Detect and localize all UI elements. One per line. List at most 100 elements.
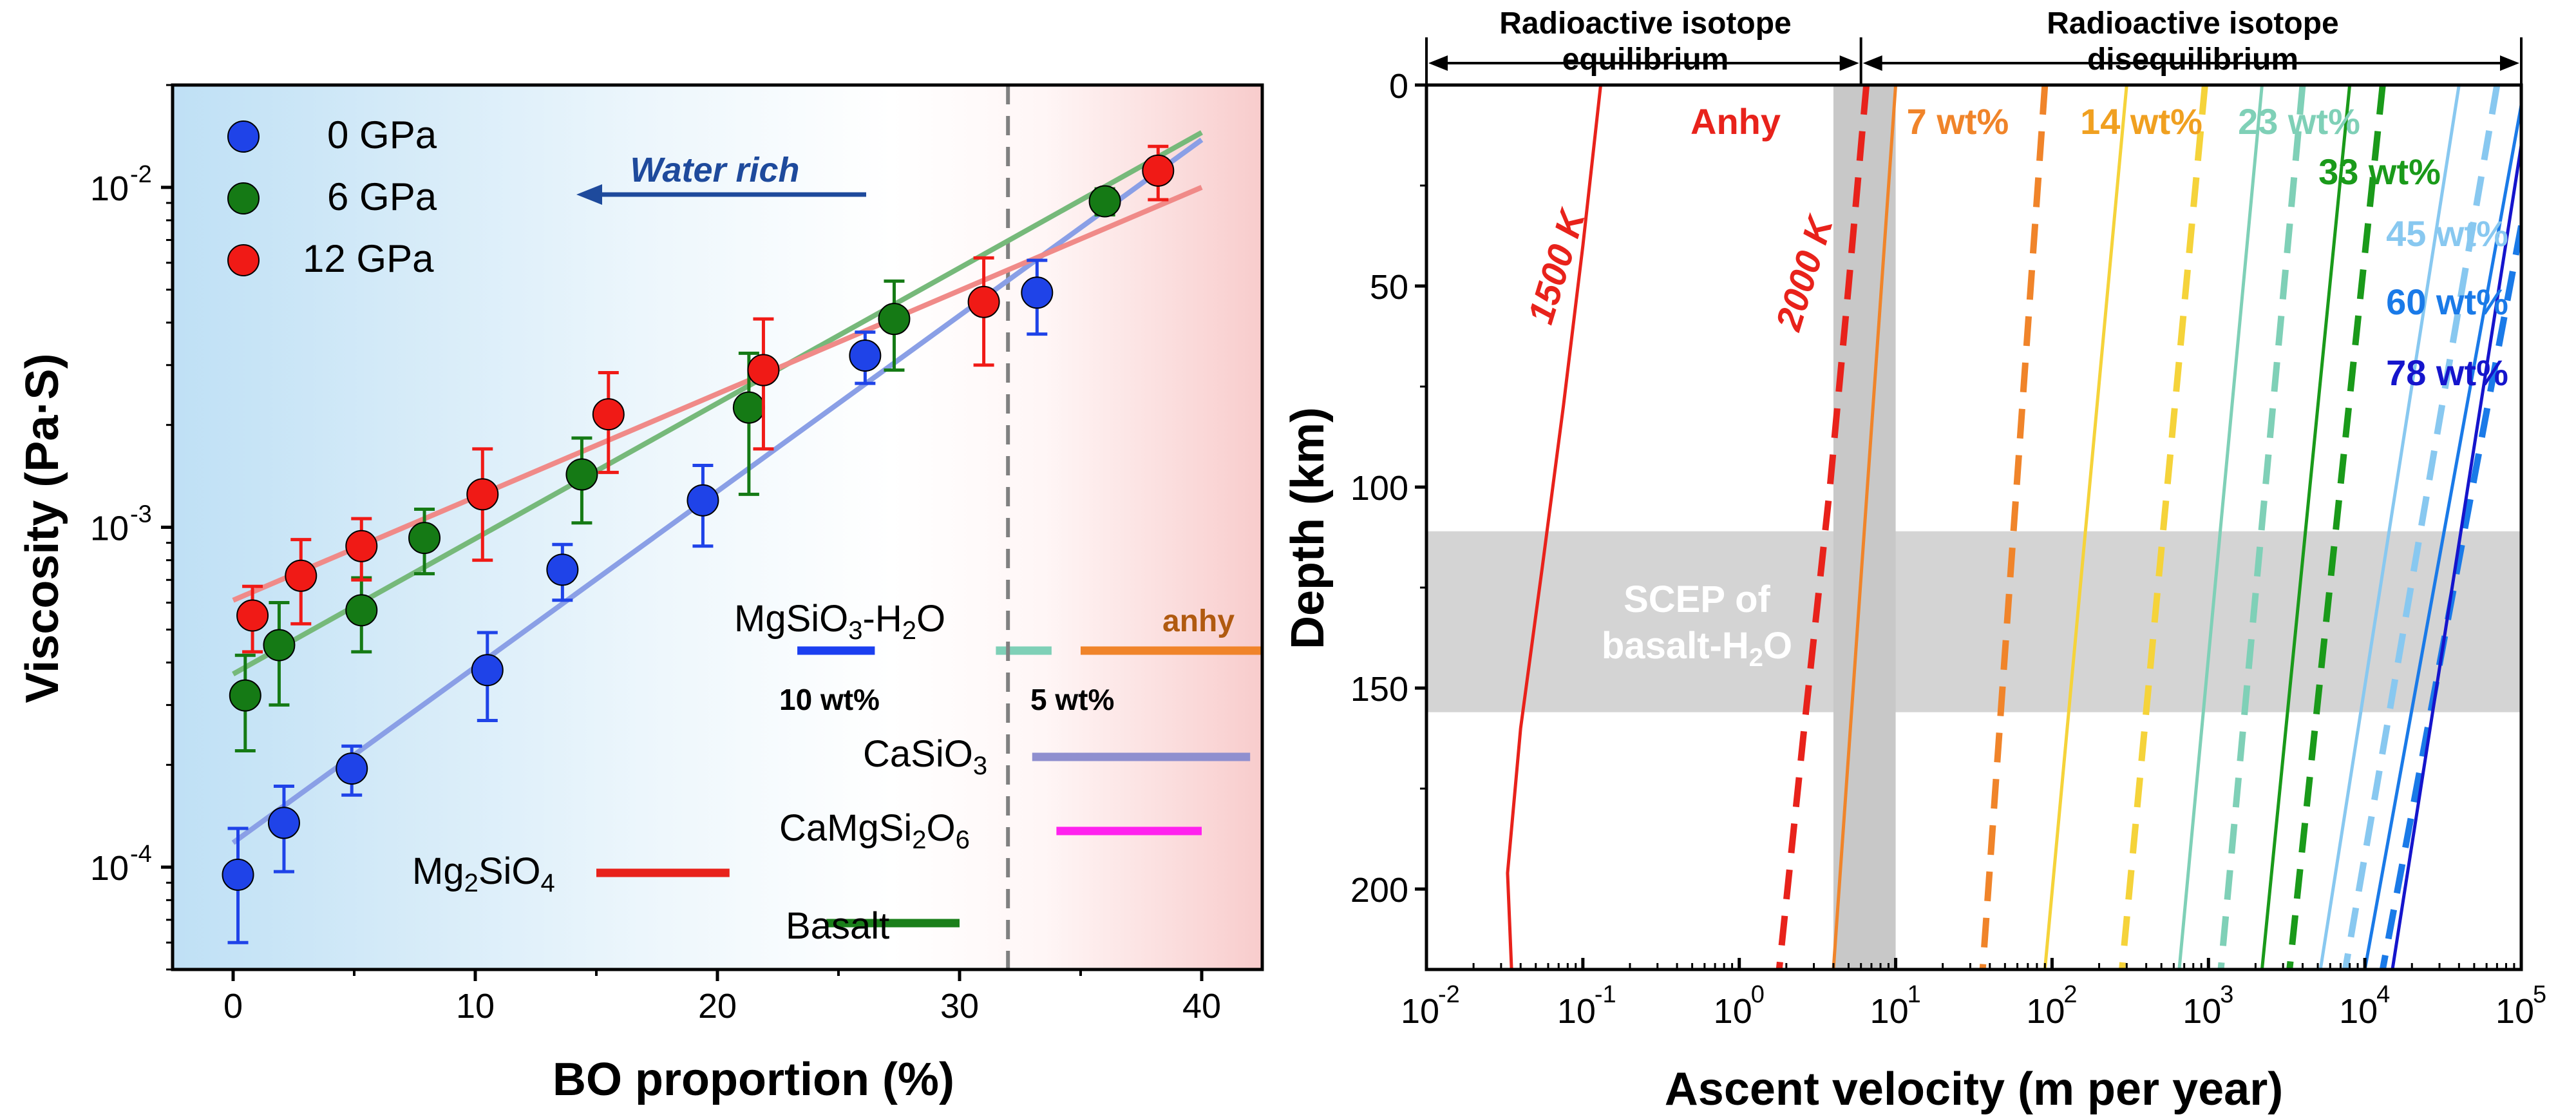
label-60wt: 60 wt% [2386, 282, 2508, 322]
velocity-line-8 [2260, 85, 2352, 969]
velocity-line-7 [2217, 85, 2306, 969]
y-tick-label: 10 [90, 169, 129, 208]
marker [732, 391, 765, 424]
x-tick-exponent: 2 [2063, 981, 2077, 1008]
legend-marker-12gpa [227, 244, 260, 276]
point-2-0 [236, 584, 269, 654]
reference-labels: MgSiO3-H2O 10 wt% 5 wt% anhy CaSiO3 CaMg… [412, 598, 1235, 947]
velocity-line-12 [2363, 104, 2521, 969]
x-tick-label: 10 [456, 987, 495, 1026]
scep-label-line-1: SCEP of [1624, 578, 1770, 620]
marker [546, 553, 579, 586]
marker [466, 478, 499, 511]
point-0-3 [471, 631, 504, 723]
regime-header: Radioactive isotope equilibrium Radioact… [1425, 6, 2523, 85]
label-anhy-series: Anhy [1690, 101, 1781, 142]
point-1-2 [345, 576, 378, 654]
point-1-1 [263, 601, 296, 707]
marker [263, 629, 296, 662]
point-1-0 [229, 653, 261, 752]
marker [229, 679, 261, 712]
right-plot-frame [1425, 83, 2523, 971]
point-2-3 [466, 447, 499, 562]
marker [687, 484, 719, 517]
velocity-line-0 [1506, 85, 1603, 969]
label-1500k: 1500 K [1520, 203, 1593, 329]
disequilibrium-arrow-head-left [1862, 55, 1882, 71]
y-tick-label: 50 [1370, 268, 1408, 307]
y-tick-exponent: -4 [130, 841, 152, 868]
x-axis-label: BO proportion (%) [553, 1054, 954, 1105]
point-0-6 [849, 330, 882, 385]
disequilibrium-arrow-head-right [2500, 55, 2519, 71]
disequilibrium-title-1: Radioactive isotope [2047, 6, 2338, 41]
velocity-line-5 [2119, 85, 2208, 969]
label-casio3: CaSiO3 [863, 733, 987, 780]
x-tick-exponent: 5 [2533, 981, 2546, 1008]
scep-label-line-2: basalt-H2O [1602, 625, 1792, 672]
velocity-line-2 [1832, 85, 1898, 969]
y-tick-label: 10 [90, 849, 129, 888]
point-0-1 [267, 785, 300, 874]
point-2-4 [592, 370, 625, 474]
marker [345, 530, 378, 562]
marker [747, 354, 780, 387]
x-tick-exponent: -2 [1438, 981, 1460, 1008]
equilibrium-title-1: Radioactive isotope [1499, 6, 1791, 41]
point-0-4 [546, 542, 579, 602]
legend-marker-0gpa [227, 120, 260, 153]
point-2-2 [345, 517, 378, 582]
marker [336, 752, 368, 785]
x-tick-label: 40 [1182, 987, 1221, 1026]
point-0-0 [222, 826, 254, 944]
marker [408, 522, 441, 555]
marker [878, 303, 911, 336]
y-tick-exponent: -2 [130, 161, 152, 188]
point-1-7 [1088, 185, 1121, 218]
data-points [222, 144, 1175, 944]
y-tick-exponent: -3 [130, 501, 152, 528]
velocity-line-14 [2391, 145, 2521, 969]
marker [345, 594, 378, 627]
x-tick-label: 0 [223, 987, 243, 1026]
y-tick-label: 10 [90, 510, 129, 548]
point-0-2 [336, 744, 368, 797]
disequilibrium-title-2: disequilibrium [2087, 43, 2298, 77]
label-45wt: 45 wt% [2386, 213, 2508, 254]
fit-line-1 [232, 130, 1203, 676]
equilibrium-title-2: equilibrium [1562, 43, 1729, 77]
y-axis-label: Viscosity (Pa·S) [17, 354, 68, 703]
x-tick-label: 10 [2026, 992, 2065, 1031]
marker [222, 858, 254, 891]
marker [1088, 185, 1121, 218]
fit-line-2 [232, 185, 1203, 603]
x-tick-label: 10 [1714, 992, 1752, 1031]
point-1-6 [878, 279, 911, 372]
label-33wt: 33 wt% [2318, 151, 2441, 192]
fit-lines [231, 130, 1204, 845]
marker [592, 398, 625, 431]
x-tick-label: 10 [1401, 992, 1439, 1031]
label-7wt: 7 wt% [1907, 101, 2009, 142]
marker [471, 654, 504, 687]
water-rich-label: Water rich [630, 151, 799, 189]
velocity-line-11 [2342, 85, 2501, 969]
x-tick-label: 20 [698, 987, 737, 1026]
label-78wt: 78 wt% [2386, 352, 2508, 393]
equilibrium-arrow-head-left [1428, 55, 1448, 71]
equilibrium-arrow-head-right [1839, 55, 1859, 71]
legend: 0 GPa 6 GPa 12 GPa [227, 113, 437, 280]
label-10wt: 10 wt% [779, 683, 880, 716]
marker [1021, 276, 1054, 309]
marker [1142, 154, 1175, 187]
point-2-7 [1142, 144, 1175, 202]
label-14wt: 14 wt% [2080, 101, 2202, 142]
x-tick-label: 10 [1557, 992, 1596, 1031]
marker [967, 285, 1000, 318]
label-23wt: 23 wt% [2238, 101, 2360, 142]
marker [849, 339, 882, 372]
